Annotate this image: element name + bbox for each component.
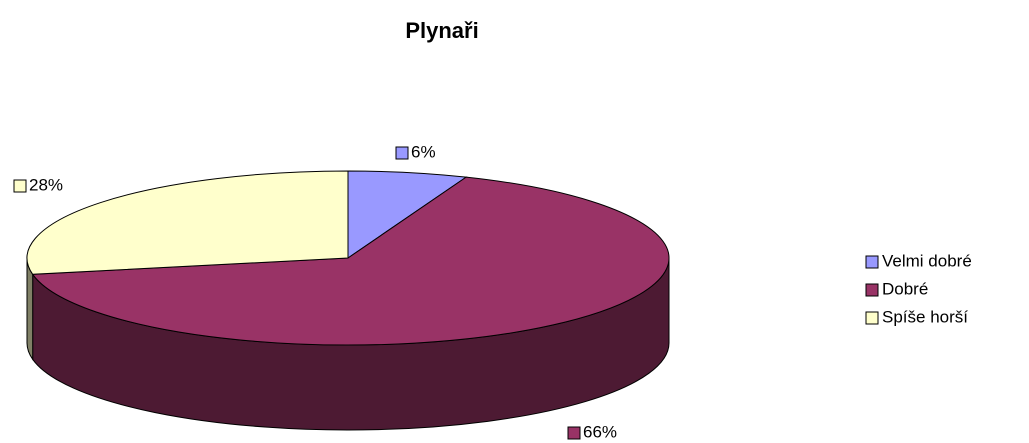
label-swatch [395, 146, 409, 160]
slice [26, 170, 349, 275]
data-label: 28% [29, 175, 63, 194]
label-swatch [13, 179, 27, 193]
slice [347, 170, 468, 259]
data-label: 6% [411, 142, 436, 161]
slice [31, 176, 670, 346]
legend-label: Dobré [882, 279, 928, 298]
data-label: 66% [583, 422, 617, 441]
legend-swatch [865, 283, 879, 297]
legend-swatch [865, 311, 879, 325]
chart-title: Plynaři [405, 18, 478, 43]
legend-label: Velmi dobré [882, 251, 972, 270]
legend-swatch [865, 255, 879, 269]
label-swatch [567, 426, 581, 440]
legend-label: Spíše horší [882, 307, 968, 326]
